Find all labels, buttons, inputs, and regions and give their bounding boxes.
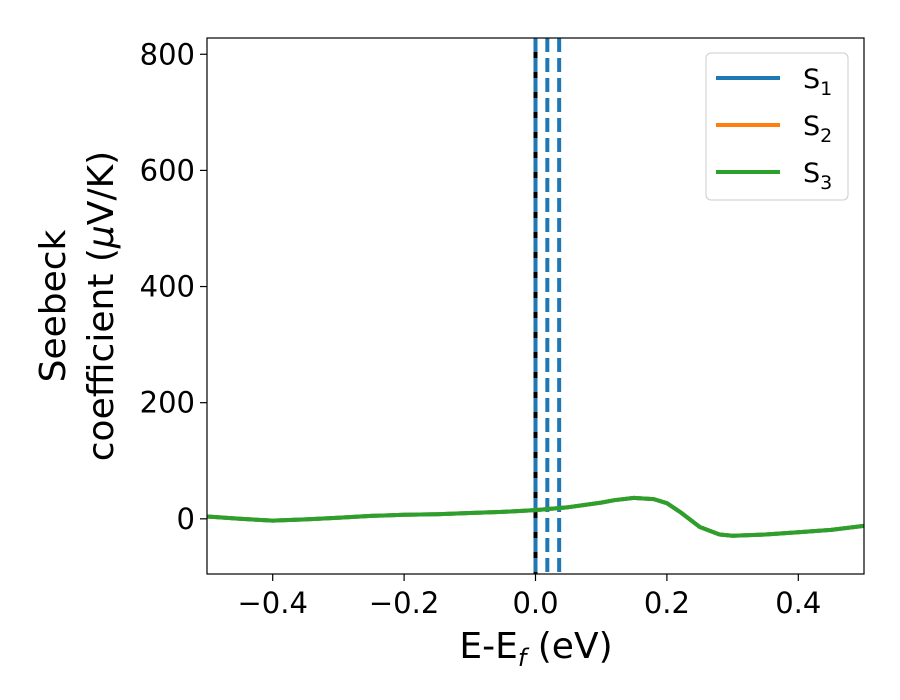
x-tick-label: 0.4 bbox=[775, 586, 821, 620]
y-tick-label: 600 bbox=[140, 153, 195, 187]
series-line-s3 bbox=[207, 495, 864, 538]
legend: S1 S2 S3 bbox=[705, 52, 849, 201]
y-tick-label: 400 bbox=[140, 270, 195, 304]
vertical-lines bbox=[533, 38, 562, 574]
legend-label-s1: S1 bbox=[803, 64, 832, 100]
x-axis-title: E-Ef (eV) bbox=[459, 626, 612, 672]
legend-label-s2: S2 bbox=[803, 111, 832, 147]
y-axis-ticks: 0 200 400 600 800 bbox=[140, 37, 207, 536]
y-tick-label: 0 bbox=[177, 502, 195, 536]
x-tick-label: −0.4 bbox=[237, 586, 307, 620]
y-axis-title-line2: coefficient (μV/K) bbox=[81, 151, 122, 461]
y-tick-label: 200 bbox=[140, 386, 195, 420]
y-tick-label: 800 bbox=[140, 37, 195, 71]
y-axis-title-line1: Seebeck bbox=[33, 229, 74, 382]
x-tick-label: 0.0 bbox=[512, 586, 558, 620]
x-tick-label: 0.2 bbox=[644, 586, 690, 620]
x-tick-label: −0.2 bbox=[369, 586, 439, 620]
legend-label-s3: S3 bbox=[803, 158, 832, 194]
y-axis-title: Seebeck coefficient (μV/K) bbox=[33, 151, 122, 461]
series-lines bbox=[207, 495, 864, 538]
x-axis-ticks: −0.4 −0.2 0.0 0.2 0.4 bbox=[237, 574, 821, 620]
